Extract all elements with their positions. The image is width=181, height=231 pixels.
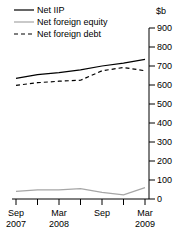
svg-text:900: 900 [157, 23, 172, 33]
svg-text:0: 0 [157, 194, 162, 204]
html-text:Net foreign debt: Net foreign debt [37, 29, 101, 39]
svg-text:500: 500 [157, 99, 172, 109]
svg-text:2007: 2007 [8, 219, 26, 229]
svg-text:2009: 2009 [135, 219, 155, 229]
svg-text:Mar: Mar [51, 208, 67, 218]
html-text:Net IIP: Net IIP [37, 5, 65, 15]
svg-text:200: 200 [157, 156, 172, 166]
svg-text:800: 800 [157, 42, 172, 52]
svg-text:400: 400 [157, 118, 172, 128]
svg-text:2008: 2008 [49, 219, 69, 229]
svg-text:700: 700 [157, 61, 172, 71]
html-text:Net foreign equity: Net foreign equity [37, 17, 108, 27]
svg-text:Mar: Mar [137, 208, 153, 218]
svg-text:100: 100 [157, 175, 172, 185]
svg-text:Sep: Sep [94, 208, 110, 218]
html-text:$b: $b [156, 6, 166, 16]
svg-text:300: 300 [157, 137, 172, 147]
svg-text:Sep: Sep [8, 208, 24, 218]
svg-text:600: 600 [157, 80, 172, 90]
